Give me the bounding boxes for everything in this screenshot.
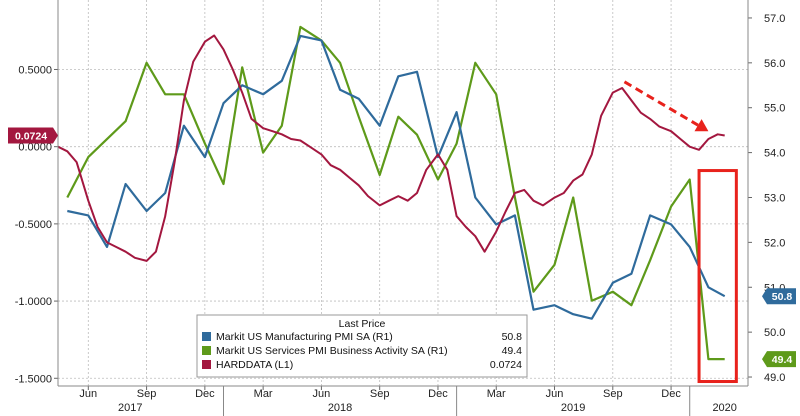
right-tick-label: 55.0 <box>764 103 785 115</box>
legend-entry-name: HARDDATA (L1) <box>216 359 293 371</box>
manufacturing-last-value-tag: 50.8 <box>772 291 793 303</box>
legend-entry-value: 49.4 <box>502 345 523 357</box>
legend-box <box>196 314 528 378</box>
manufacturing-last-value-tag-bg <box>762 288 796 305</box>
x-year-label: 2019 <box>561 402 585 414</box>
annotation-layer <box>623 80 738 384</box>
x-year-label: 2017 <box>118 402 142 414</box>
harddata-last-value-tag-bg <box>8 127 58 144</box>
legend-swatch <box>202 360 211 369</box>
x-tick-label: Jun <box>546 388 564 400</box>
x-tick-label: Mar <box>487 388 506 400</box>
x-tick-label: Dec <box>428 388 448 400</box>
x-year-label: 2020 <box>712 402 736 414</box>
services-last-value-tag-bg <box>762 351 796 368</box>
left-tick-label: 0.0000 <box>18 142 52 154</box>
x-tick-label: Sep <box>370 388 390 400</box>
services-pmi-line <box>66 25 725 361</box>
legend-entry-name: Markit US Services PMI Business Activity… <box>216 345 448 357</box>
left-tick-label: -1.5000 <box>15 373 52 385</box>
right-tick-label: 49.0 <box>764 372 785 384</box>
x-year-label: 2018 <box>328 402 352 414</box>
x-tick-label: Dec <box>195 388 215 400</box>
dashed-arrow-shaft <box>623 80 699 127</box>
x-tick-label: Sep <box>137 388 157 400</box>
right-axis: 57.056.055.054.053.052.051.050.049.0 <box>747 0 785 386</box>
x-tick-label: Mar <box>254 388 273 400</box>
right-tick-label: 52.0 <box>764 237 785 249</box>
highlight-box <box>697 169 738 384</box>
left-tick-label: 0.5000 <box>18 64 52 76</box>
x-tick-label: Dec <box>661 388 681 400</box>
x-tick-label: Jun <box>313 388 331 400</box>
value-tags: 0.0724 50.8 49.4 <box>8 127 796 368</box>
right-tick-label: 54.0 <box>764 148 785 160</box>
series-layer <box>57 25 726 361</box>
x-tick-label: Jun <box>79 388 97 400</box>
right-tick-label: 56.0 <box>764 58 785 70</box>
right-tick-label: 50.0 <box>764 327 785 339</box>
legend-title: Last Price <box>339 318 386 330</box>
dashed-arrow-head <box>694 119 709 132</box>
x-axis: Jun Sep Dec Mar Jun Sep Dec Mar Jun Sep Dec 2017 201… <box>58 385 748 416</box>
legend-swatch <box>202 332 211 341</box>
left-tick-label: -0.5000 <box>15 219 52 231</box>
right-tick-label: 57.0 <box>764 13 785 25</box>
harddata-line <box>57 34 725 262</box>
services-last-value-tag: 49.4 <box>772 354 793 366</box>
left-axis: 0.5000 0.0000 -0.5000 -1.0000 -1.5000 <box>15 0 59 386</box>
legend-entry-name: Markit US Manufacturing PMI SA (R1) <box>216 331 393 343</box>
legend-entry-value: 0.0724 <box>490 359 522 371</box>
left-tick-label: -1.0000 <box>15 296 52 308</box>
x-tick-label: Sep <box>603 388 623 400</box>
legend-entry-value: 50.8 <box>502 331 523 343</box>
harddata-last-value-tag: 0.0724 <box>15 131 47 143</box>
legend-swatch <box>202 346 211 355</box>
right-tick-label: 53.0 <box>764 192 785 204</box>
